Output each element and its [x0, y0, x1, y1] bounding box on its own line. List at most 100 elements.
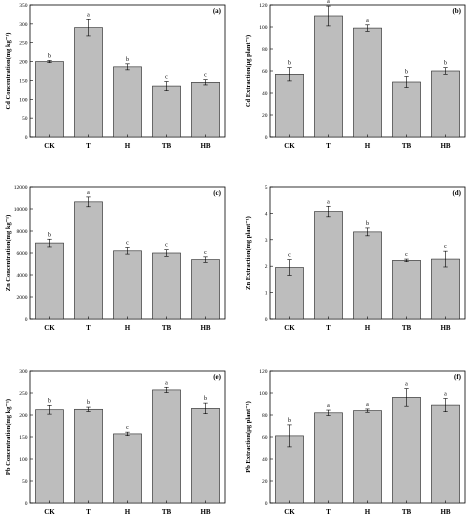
category-label: T: [326, 142, 331, 150]
significance-letter: c: [165, 243, 168, 249]
y-tick-label: 100: [19, 457, 28, 463]
y-tick-label: 100: [259, 25, 268, 31]
panel-tag: (a): [213, 7, 222, 15]
y-tick-label: 10000: [14, 207, 28, 213]
y-tick-label: 80: [262, 47, 268, 53]
bar-h: [353, 231, 382, 320]
category-label: HB: [200, 324, 210, 332]
y-tick-label: 5: [265, 185, 268, 191]
y-tick-label: 2: [265, 264, 268, 270]
bar-hb: [191, 82, 220, 138]
bar-ck: [275, 74, 304, 138]
chart-panel-6: 0 20 40 60 80 100 120 Pb Extraction(μg plant⁻¹)…: [245, 369, 466, 516]
significance-letter: a: [327, 403, 330, 409]
significance-letter: b: [366, 221, 369, 227]
significance-letter: c: [288, 253, 291, 259]
panel-tag: (b): [452, 7, 461, 15]
significance-letter: a: [327, 0, 330, 5]
bar-ck: [35, 242, 64, 320]
y-tick-label: 2000: [17, 295, 28, 301]
y-tick-label: 0: [265, 501, 268, 507]
significance-letter: b: [288, 61, 291, 67]
category-label: TB: [402, 508, 412, 516]
bar-h: [113, 250, 142, 320]
chart-panel-2: 0 20 40 60 80 100 120 Cd Extraction(μg plant⁻¹)…: [245, 0, 466, 150]
y-tick-label: 300: [19, 22, 28, 28]
bar-h: [353, 410, 382, 504]
y-tick-label: 100: [19, 97, 28, 103]
y-tick-label: 120: [259, 3, 268, 9]
y-tick-label: 4: [265, 211, 268, 217]
y-tick-label: 0: [25, 135, 28, 141]
category-label: H: [365, 508, 371, 516]
chart-panel-1: 0 50 100 150 200 250 300 350 Cd Concentration(mg…: [5, 3, 226, 150]
y-axis-label: Cd Concentration(mg kg⁻¹): [5, 33, 12, 110]
category-label: H: [125, 142, 131, 150]
category-label: H: [125, 324, 131, 332]
bar-t: [314, 15, 343, 138]
bar-ck: [35, 61, 64, 138]
bar-h: [113, 433, 142, 504]
y-tick-label: 8000: [17, 229, 28, 235]
y-tick-label: 120: [259, 369, 268, 375]
significance-letter: c: [165, 75, 168, 81]
y-tick-label: 80: [262, 413, 268, 419]
bar-hb: [431, 404, 460, 504]
significance-letter: b: [87, 400, 90, 406]
category-label: TB: [402, 142, 412, 150]
y-tick-label: 0: [265, 135, 268, 141]
significance-letter: a: [165, 380, 168, 386]
y-tick-label: 60: [262, 69, 268, 75]
category-label: T: [326, 508, 331, 516]
bar-tb: [392, 81, 421, 138]
significance-letter: b: [48, 398, 51, 404]
category-label: HB: [200, 508, 210, 516]
significance-letter: b: [444, 61, 447, 67]
category-label: H: [365, 142, 371, 150]
category-label: TB: [402, 324, 412, 332]
y-tick-label: 40: [262, 457, 268, 463]
y-axis-label: Pb Concentration(mg kg⁻¹): [5, 399, 12, 475]
category-label: T: [86, 508, 91, 516]
y-tick-label: 200: [19, 413, 28, 419]
y-tick-label: 1: [265, 291, 268, 297]
category-label: H: [125, 508, 131, 516]
chart-panel-5: 0 50 100 150 200 250 300 Pb Concentration(mg kg…: [5, 369, 226, 516]
y-tick-label: 300: [19, 369, 28, 375]
y-tick-label: 150: [19, 435, 28, 441]
category-label: CK: [284, 142, 295, 150]
y-tick-label: 6000: [17, 251, 28, 257]
y-tick-label: 12000: [14, 185, 28, 191]
y-tick-label: 100: [259, 391, 268, 397]
significance-letter: a: [87, 190, 90, 196]
significance-letter: b: [288, 418, 291, 424]
y-tick-label: 200: [19, 60, 28, 66]
category-label: TB: [162, 142, 172, 150]
y-axis-label: Zn Extraction(mg plant⁻¹): [245, 216, 252, 290]
significance-letter: c: [126, 425, 129, 431]
bar-hb: [431, 258, 460, 320]
y-axis-label: Pb Extraction(μg plant⁻¹): [245, 401, 252, 473]
significance-letter: c: [126, 241, 129, 247]
significance-letter: b: [126, 57, 129, 63]
bar-t: [74, 408, 103, 504]
significance-letter: c: [204, 250, 207, 256]
category-label: CK: [284, 508, 295, 516]
panel-tag: (f): [454, 373, 462, 381]
y-tick-label: 4000: [17, 273, 28, 279]
bar-ck: [35, 409, 64, 504]
bar-t: [74, 201, 103, 320]
y-axis-label: Cd Extraction(μg plant⁻¹): [245, 35, 252, 107]
significance-letter: a: [87, 12, 90, 18]
chart-panel-3: 0 2000 4000 6000 8000 10000 12000 Zn Concentrat…: [5, 185, 226, 332]
category-label: CK: [284, 324, 295, 332]
y-tick-label: 250: [19, 41, 28, 47]
bar-tb: [392, 260, 421, 320]
category-label: TB: [162, 508, 172, 516]
bar-hb: [191, 408, 220, 504]
bar-t: [314, 412, 343, 504]
bar-hb: [191, 259, 220, 320]
significance-letter: c: [204, 73, 207, 79]
significance-letter: c: [405, 252, 408, 258]
significance-letter: a: [444, 392, 447, 398]
